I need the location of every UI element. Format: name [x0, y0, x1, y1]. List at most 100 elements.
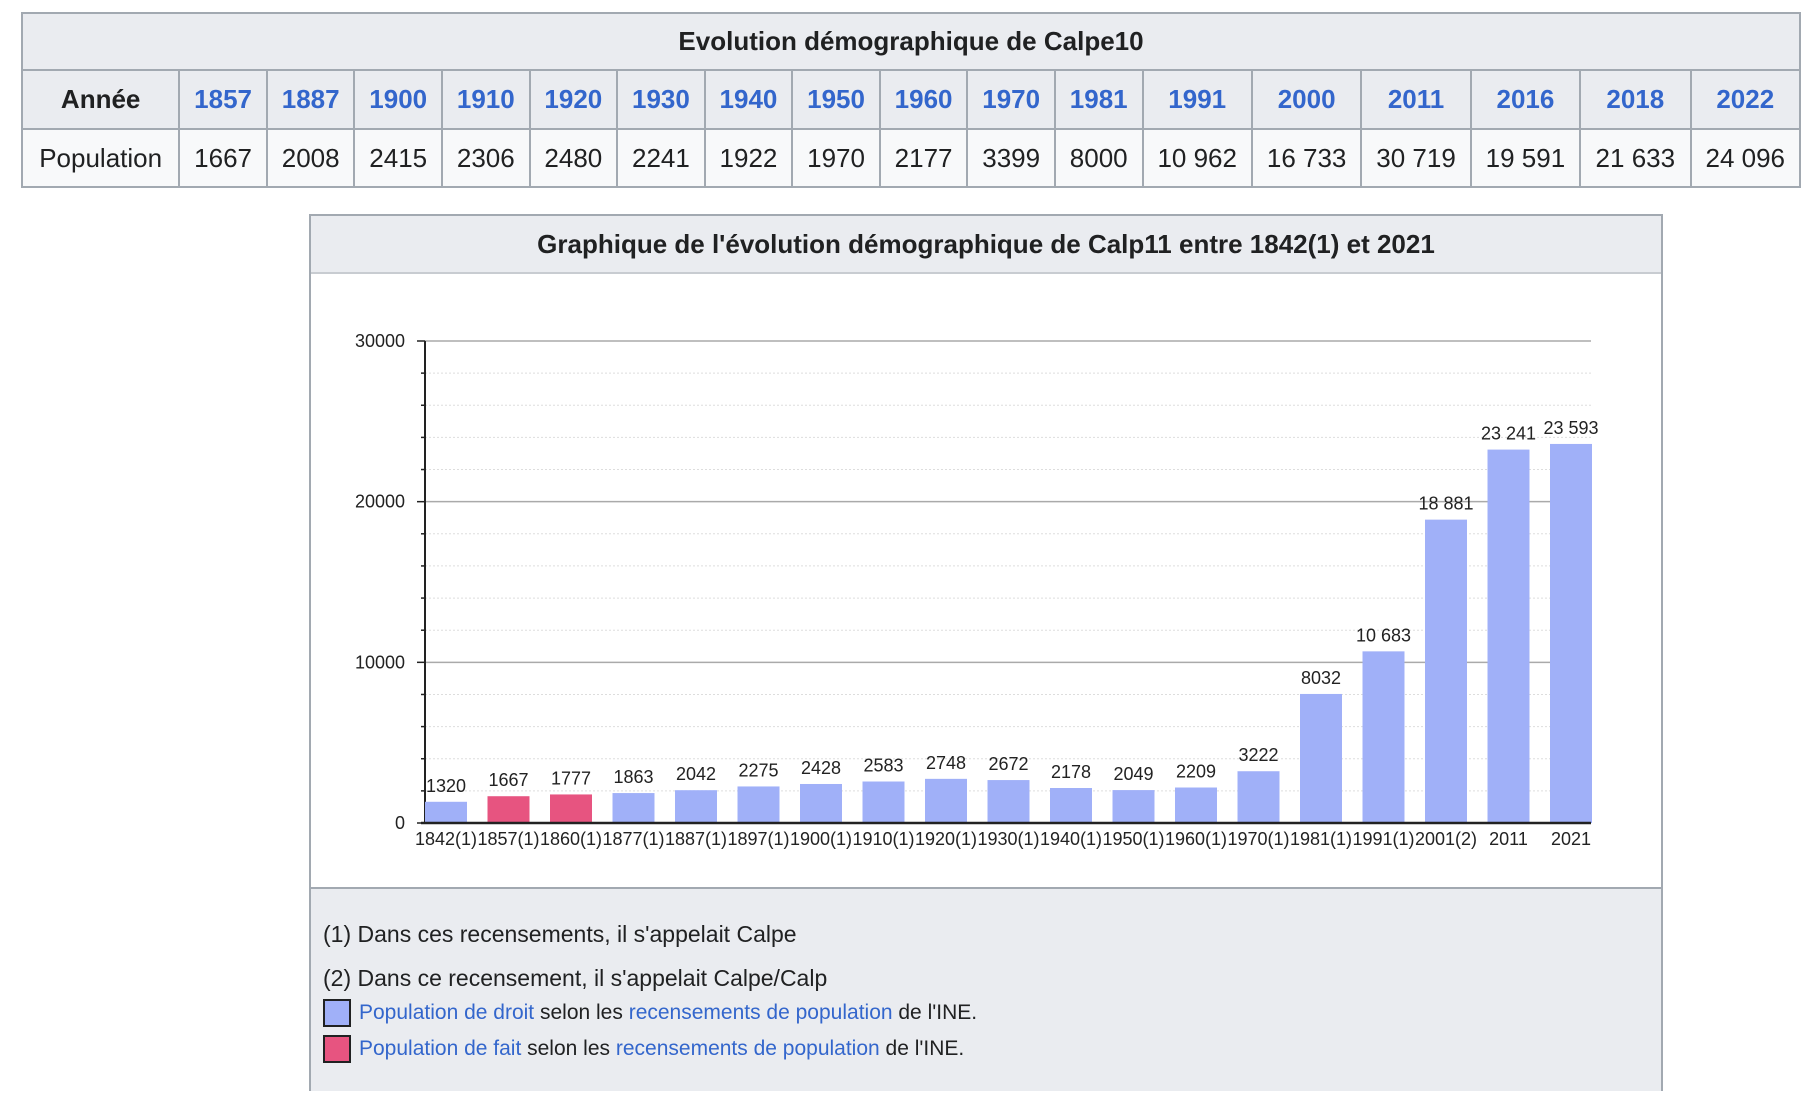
population-cell: 2177 — [878, 128, 969, 188]
x-tick-label: 1860(1) — [540, 829, 602, 849]
population-cell: 1922 — [703, 128, 794, 188]
bar-1857(1) — [487, 796, 530, 823]
x-tick-label: 1920(1) — [915, 829, 977, 849]
table-caption: Evolution démographique de Calpe10 — [21, 12, 1801, 71]
x-tick-label: 1857(1) — [477, 829, 539, 849]
x-tick-label: 1877(1) — [602, 829, 664, 849]
year-link-1940[interactable]: 1940 — [703, 69, 794, 130]
link-recensements[interactable]: recensements de population — [615, 1037, 880, 1060]
bar-value-label: 10 683 — [1356, 625, 1411, 645]
bar-value-label: 23 593 — [1543, 418, 1598, 438]
chart-footer: (1) Dans ces recensements, il s'appelait… — [311, 887, 1661, 1091]
bar-value-label: 1667 — [488, 770, 528, 790]
y-tick-label: 0 — [395, 813, 405, 833]
x-tick-label: 1970(1) — [1227, 829, 1289, 849]
population-table: Evolution démographique de Calpe10 Année… — [20, 12, 1801, 188]
bar-2001(2) — [1425, 519, 1467, 823]
footnote-2: (2) Dans ce recensement, il s'appelait C… — [323, 965, 828, 991]
legend-text: selon les — [521, 1037, 616, 1060]
y-tick-label: 20000 — [355, 492, 405, 512]
year-link-1970[interactable]: 1970 — [966, 69, 1056, 130]
bar-1887(1) — [675, 790, 717, 823]
bar-value-label: 2672 — [988, 754, 1028, 774]
year-link-1887[interactable]: 1887 — [265, 69, 356, 130]
population-cell: 1970 — [791, 128, 881, 188]
x-tick-label: 1842(1) — [415, 829, 477, 849]
y-tick-label: 10000 — [355, 652, 405, 672]
y-tick-label: 30000 — [355, 331, 405, 351]
year-link-1950[interactable]: 1950 — [791, 69, 881, 130]
year-link-1900[interactable]: 1900 — [353, 69, 443, 130]
population-row-header: Population — [20, 128, 181, 188]
year-link-1910[interactable]: 1910 — [441, 69, 531, 130]
bar-value-label: 2748 — [926, 753, 966, 773]
bar-1940(1) — [1050, 788, 1092, 823]
year-link-1920[interactable]: 1920 — [528, 69, 619, 130]
year-link-2011[interactable]: 2011 — [1360, 69, 1472, 130]
bar-1842(1) — [425, 801, 467, 823]
chart-title: Graphique de l'évolution démographique d… — [311, 216, 1661, 274]
year-link-1960[interactable]: 1960 — [878, 69, 969, 130]
population-cell: 3399 — [966, 128, 1056, 188]
year-link-2016[interactable]: 2016 — [1469, 69, 1582, 130]
population-cell: 16 733 — [1250, 128, 1363, 188]
bar-value-label: 2275 — [738, 760, 778, 780]
x-tick-label: 1960(1) — [1165, 829, 1227, 849]
legend-text: selon les — [534, 1001, 629, 1024]
x-tick-label: 1910(1) — [852, 829, 914, 849]
bar-value-label: 1320 — [426, 776, 466, 796]
bar-value-label: 2049 — [1113, 764, 1153, 784]
x-tick-label: 1950(1) — [1102, 829, 1164, 849]
link-recensements[interactable]: recensements de population — [628, 1001, 893, 1024]
legend-fait: Population de fait selon les recensement… — [323, 1035, 964, 1063]
bar-value-label: 8032 — [1301, 668, 1341, 688]
bar-chart: 0 10000 20000 30000 1320 1842(1) 1667 1857(1) 17… — [355, 331, 1599, 849]
bar-value-label: 23 241 — [1481, 424, 1536, 444]
year-row-header: Année — [20, 69, 181, 130]
population-cell: 2415 — [353, 128, 443, 188]
year-link-1981[interactable]: 1981 — [1053, 69, 1144, 130]
bar-2011 — [1487, 449, 1530, 823]
bar-1950(1) — [1112, 790, 1155, 823]
bar-1991(1) — [1362, 651, 1405, 823]
x-tick-label: 1940(1) — [1040, 829, 1102, 849]
population-cell: 1667 — [178, 128, 268, 188]
bar-1877(1) — [612, 793, 655, 823]
population-cell: 2008 — [265, 128, 356, 188]
population-cell: 30 719 — [1360, 128, 1472, 188]
year-link-2018[interactable]: 2018 — [1579, 69, 1692, 130]
link-population-fait[interactable]: Population de fait — [359, 1037, 522, 1060]
bar-value-label: 2428 — [801, 758, 841, 778]
year-link-2022[interactable]: 2022 — [1689, 69, 1801, 130]
bar-1860(1) — [550, 794, 592, 823]
year-link-1991[interactable]: 1991 — [1141, 69, 1253, 130]
bar-value-label: 2209 — [1176, 762, 1216, 782]
population-cell: 2480 — [528, 128, 619, 188]
x-tick-label: 2001(2) — [1415, 829, 1477, 849]
year-link-1857[interactable]: 1857 — [178, 69, 268, 130]
bar-1910(1) — [862, 781, 905, 823]
legend-droit: Population de droit selon les recensemen… — [323, 999, 977, 1027]
bar-1900(1) — [800, 783, 842, 823]
population-cell: 21 633 — [1579, 128, 1692, 188]
bar-1960(1) — [1175, 787, 1217, 823]
population-cell: 10 962 — [1141, 128, 1253, 188]
year-link-1930[interactable]: 1930 — [616, 69, 706, 130]
population-cell: 24 096 — [1689, 128, 1801, 188]
legend-text: de l'INE. — [879, 1037, 965, 1060]
legend-text: de l'INE. — [892, 1001, 978, 1024]
bar-value-label: 2042 — [676, 764, 716, 784]
x-tick-label: 2021 — [1551, 829, 1591, 849]
year-link-2000[interactable]: 2000 — [1250, 69, 1363, 130]
legend-swatch-fait — [323, 1035, 351, 1063]
link-population-droit[interactable]: Population de droit — [359, 1001, 535, 1024]
x-tick-label: 1930(1) — [977, 829, 1039, 849]
bar-value-label: 3222 — [1238, 745, 1278, 765]
bar-value-label: 2178 — [1051, 762, 1091, 782]
x-tick-label: 1900(1) — [790, 829, 852, 849]
x-tick-label: 2011 — [1489, 829, 1528, 849]
x-tick-label: 1981(1) — [1290, 829, 1352, 849]
x-tick-label: 1991(1) — [1352, 829, 1414, 849]
bar-1897(1) — [737, 786, 780, 823]
bar-value-label: 1777 — [551, 768, 591, 788]
